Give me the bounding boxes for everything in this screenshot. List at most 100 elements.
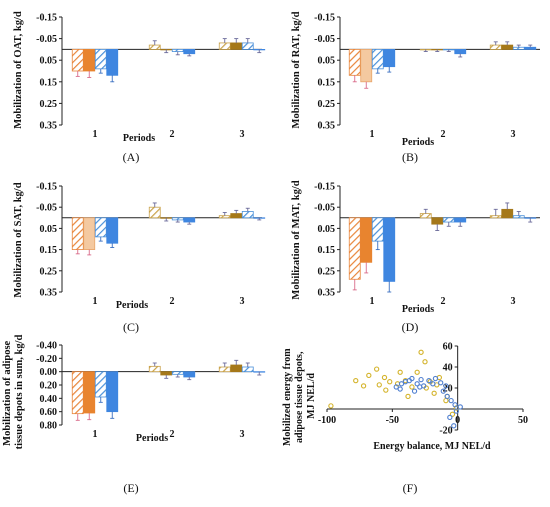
bar — [371, 49, 384, 70]
bar — [160, 371, 173, 376]
scatter-point — [443, 397, 449, 404]
y-tick-label: -0.40 — [36, 341, 57, 352]
scatter-point — [414, 381, 420, 387]
x-tick-label: 1 — [370, 129, 375, 140]
panel-b-plot: -0.15 -0.05 0.05 0.15 0.25 0.35 1 2 3 — [314, 13, 540, 140]
y-tick-label: -0.15 — [36, 13, 57, 24]
scatter-point — [397, 369, 403, 375]
panel-f: Mobilized energy from adipose tissue dep… — [282, 342, 528, 496]
bar — [442, 217, 455, 223]
x-tick-label: 3 — [240, 296, 245, 307]
x-tick-label: 2 — [170, 296, 175, 307]
scatter-point — [418, 376, 424, 383]
scatter-point — [431, 390, 437, 396]
x-tick-label: 2 — [441, 129, 446, 140]
panel-c-ylabel: Mobilization of SAT, kg/d — [13, 182, 24, 297]
scatter-point — [443, 383, 449, 389]
panel-f-ylabel-line1: Mobilized energy from — [282, 348, 293, 446]
y-tick-label: 0.60 — [40, 407, 58, 418]
y-tick-label: 0.35 — [40, 121, 58, 132]
bar — [83, 217, 96, 251]
bar — [148, 206, 161, 219]
bar — [148, 365, 161, 373]
panel-b-label: (B) — [402, 150, 418, 164]
scatter-point — [397, 386, 403, 392]
bar — [360, 217, 373, 263]
bar — [171, 49, 184, 52]
scatter-point — [411, 388, 418, 394]
bar — [501, 44, 514, 50]
bar — [83, 371, 96, 414]
scatter-point — [422, 359, 428, 365]
panel-b-ylabel: Mobilization of RAT, kg/d — [291, 11, 302, 128]
panel-e-ylabel: Mobilization of adipose tissue depots in… — [2, 335, 25, 450]
panel-a-xlabel: Periods — [123, 133, 155, 144]
panel-d-xlabel: Periods — [402, 304, 434, 315]
panel-f-plot: -20 20 40 60 -100 -50 0 50 — [318, 342, 528, 437]
panel-f-ylabel-line2: adipose tissue depots, — [294, 351, 305, 443]
scatter-point — [447, 414, 453, 421]
y-tick-label: 0.35 — [318, 121, 336, 132]
y-tick-label: 0.80 — [40, 421, 58, 432]
scatter-point — [426, 377, 432, 384]
y-tick-label: -0.20 — [36, 354, 57, 365]
bar — [106, 49, 119, 76]
bar — [230, 42, 243, 50]
panel-c-label: (C) — [123, 320, 139, 334]
panel-a-label: (A) — [123, 150, 140, 164]
bar — [94, 49, 107, 70]
bar — [230, 364, 243, 373]
bar — [383, 217, 396, 282]
bar — [171, 217, 184, 221]
y-tick-label: 0.25 — [40, 99, 58, 110]
bar — [106, 371, 119, 413]
bar — [148, 44, 161, 50]
bar — [489, 44, 502, 50]
scatter-point — [444, 393, 450, 400]
y-tick-label: 40 — [443, 363, 453, 374]
x-tick-label: 1 — [93, 429, 98, 440]
panel-a: Mobilization of OAT, kg/d Periods (A) -0… — [13, 11, 266, 164]
panel-a-ylabel: Mobilization of OAT, kg/d — [13, 11, 24, 129]
scatter-point — [451, 423, 457, 429]
scatter-point — [438, 380, 444, 386]
bar — [501, 208, 514, 219]
scatter-point — [457, 404, 463, 410]
panel-c-plot: -0.15 -0.05 0.05 0.15 0.25 0.35 1 2 3 — [36, 182, 266, 307]
bar — [431, 217, 444, 225]
x-tick-label: 3 — [511, 296, 516, 307]
bar — [241, 211, 254, 219]
bar — [183, 217, 196, 223]
scatter-point — [387, 379, 393, 385]
y-tick-label: 0.15 — [318, 77, 336, 88]
y-tick-label: 0.15 — [40, 77, 58, 88]
panel-f-ylabel-line3: MJ NEL/d — [306, 373, 317, 419]
scatter-point — [448, 397, 454, 404]
panel-c: Mobilization of SAT, kg/d Periods (C) -0… — [13, 182, 266, 334]
bar — [71, 49, 84, 72]
bar — [94, 217, 107, 238]
bar — [241, 42, 254, 50]
bar — [348, 217, 361, 280]
x-tick-label: 50 — [518, 415, 528, 426]
panel-a-plot: -0.15 -0.05 0.05 0.15 0.25 0.35 1 2 3 — [36, 13, 266, 140]
y-tick-label: 0.05 — [318, 56, 336, 67]
y-tick-label: 0.25 — [318, 266, 336, 277]
scatter-point — [360, 383, 367, 389]
y-tick-label: -0.05 — [36, 203, 57, 214]
y-tick-label: -0.15 — [36, 182, 57, 193]
bar — [419, 213, 432, 219]
scatter-point — [405, 393, 411, 400]
y-tick-label: -0.05 — [36, 34, 57, 45]
x-tick-label: 2 — [170, 129, 175, 140]
x-tick-label: -100 — [318, 415, 336, 426]
scatter-point — [398, 381, 405, 387]
scatter-point — [452, 402, 458, 408]
panel-d: Mobilization of MAT, kg/d Periods (D) -0… — [291, 180, 540, 334]
y-tick-label: -20 — [439, 426, 452, 437]
panel-f-ylabel: Mobilized energy from adipose tissue dep… — [282, 346, 317, 446]
panel-c-xlabel: Periods — [116, 300, 148, 311]
y-tick-label: 0.25 — [318, 99, 336, 110]
panel-f-label: (F) — [403, 481, 418, 495]
y-tick-label: 0.05 — [40, 224, 58, 235]
